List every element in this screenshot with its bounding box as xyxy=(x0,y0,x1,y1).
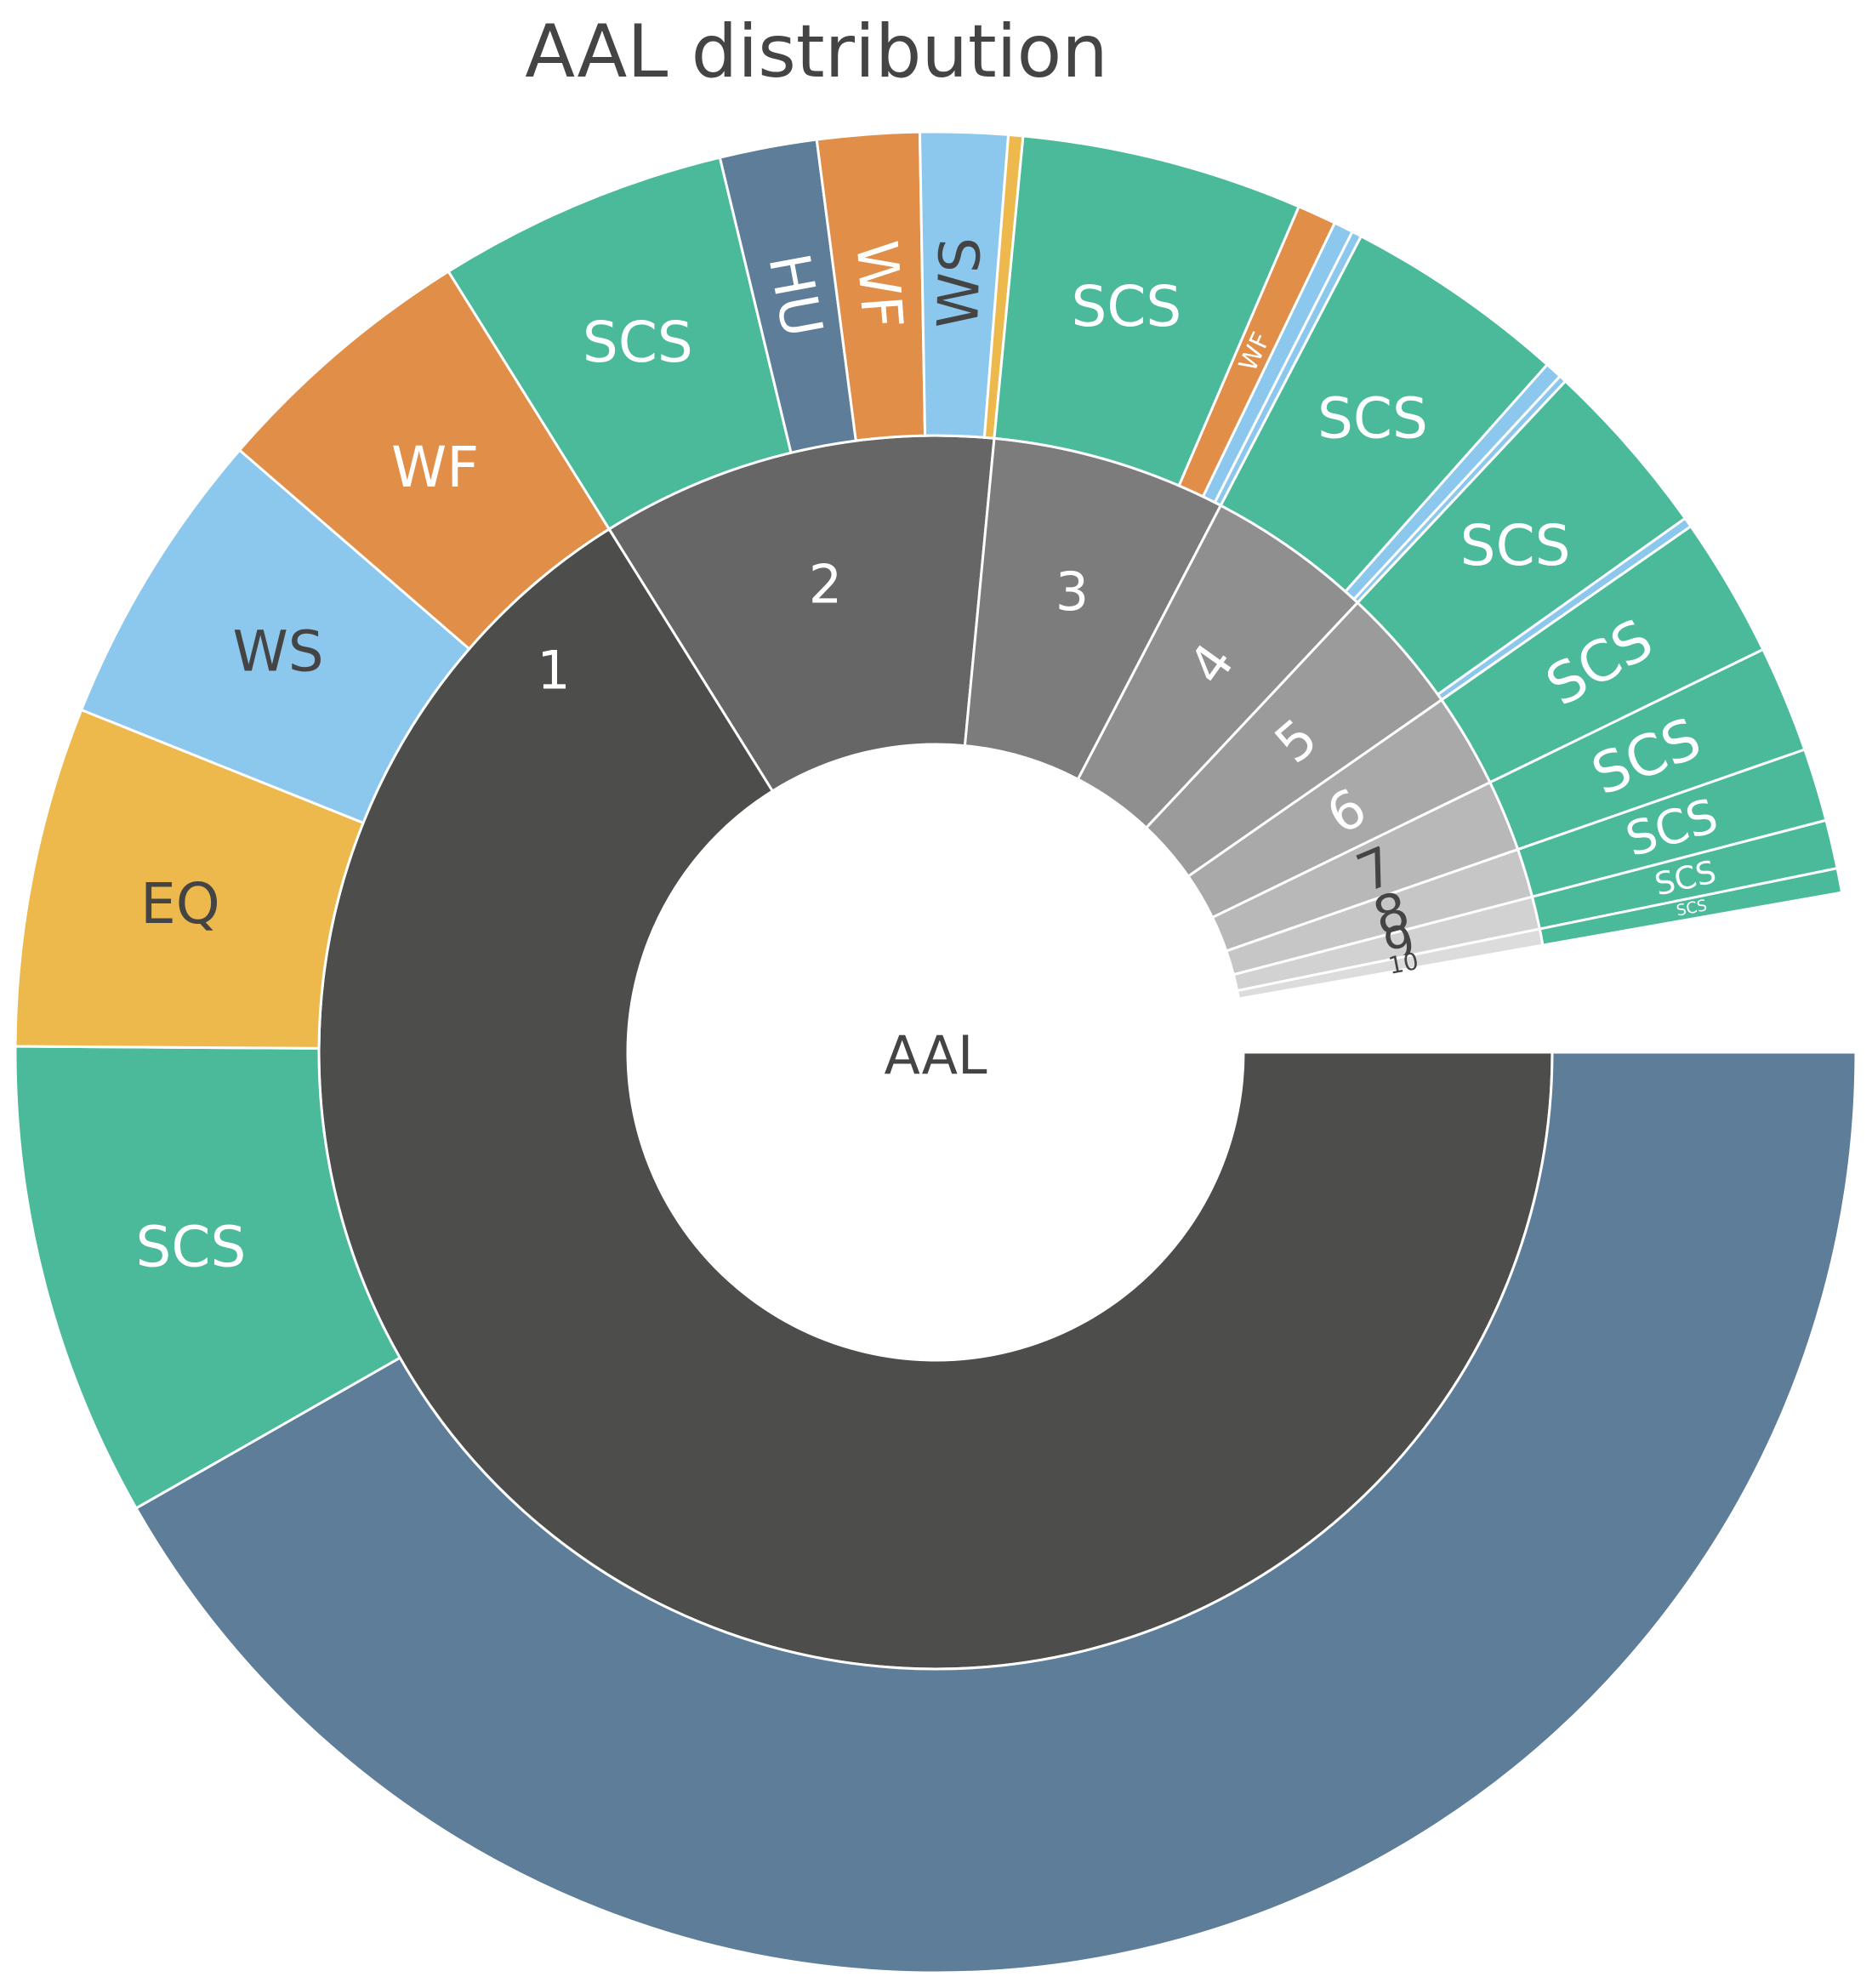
segment-label-2-wf: WF xyxy=(844,238,915,331)
segment-label-1-ws: WS xyxy=(233,619,324,685)
segment-group-label-1: 1 xyxy=(537,639,570,701)
segment-label-5-scs: SCS xyxy=(1460,513,1571,578)
root-label: AAL xyxy=(884,1024,987,1086)
segment-group-label-10: 10 xyxy=(1386,947,1421,980)
chart-title: AAL distribution xyxy=(525,9,1107,94)
segment-label-1-wf: WF xyxy=(391,435,479,500)
segment-label-3-scs: SCS xyxy=(1071,274,1181,339)
segment-label-2-scs: SCS xyxy=(583,310,693,375)
segment-label-1-scs: SCS xyxy=(136,1215,247,1280)
segment-group-label-2: 2 xyxy=(809,554,842,616)
segment-group-label-3: 3 xyxy=(1055,561,1089,623)
segment-label-2-ws: WS xyxy=(925,236,993,329)
segment-label-4-scs: SCS xyxy=(1317,386,1428,452)
segment-label-1-eq: EQ xyxy=(140,871,220,937)
